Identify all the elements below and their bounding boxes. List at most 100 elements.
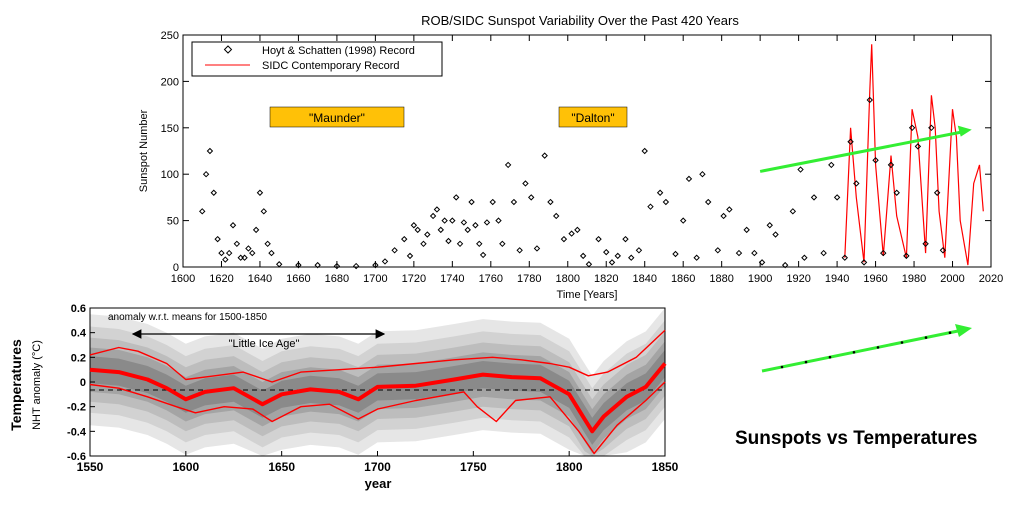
side-arrow-shaft (761, 329, 959, 373)
y-tick-label: 100 (161, 169, 179, 181)
temperature-y-axis-sublabel: NHT anomaly (°C) (31, 340, 43, 430)
sunspot-x-axis-label: Time [Years] (557, 289, 618, 301)
temperature-trend-arrow (761, 324, 972, 373)
y-tick-label: 0.2 (71, 352, 86, 364)
x-tick-label: 1860 (671, 273, 695, 285)
sunspot-point (464, 226, 471, 234)
sunspot-point (704, 198, 712, 206)
sunspot-point (672, 250, 679, 258)
temperature-series (89, 329, 667, 455)
sunspot-point (720, 212, 727, 220)
x-tick-label: 1600 (171, 273, 195, 285)
side-arrow-tick (852, 351, 856, 354)
sunspot-point (679, 217, 687, 224)
y-tick-label: -0.6 (67, 451, 86, 463)
x-tick-label: 1650 (268, 460, 295, 474)
sunspot-point (468, 198, 475, 206)
sunspot-point (743, 226, 750, 234)
sunspot-point (199, 208, 206, 215)
sunspot-point (206, 147, 214, 155)
sunspot-point (495, 217, 502, 224)
sunspot-point (685, 175, 693, 183)
sunspot-point (260, 208, 268, 215)
sunspot-point (922, 240, 929, 248)
sunspot-trend-arrow (759, 125, 972, 173)
sunspot-point (472, 222, 479, 229)
y-tick-label: 0 (173, 262, 179, 274)
sunspot-point (252, 226, 260, 234)
sunspot-point (222, 256, 229, 263)
sunspot-point (595, 235, 602, 243)
sunspot-point (751, 249, 758, 257)
side-arrow-tick (924, 336, 928, 339)
sunspot-point (887, 161, 895, 169)
sunspot-point (241, 254, 248, 261)
sunspot-point (406, 252, 414, 260)
sunspot-point (726, 206, 733, 213)
x-tick-label: 1850 (652, 460, 679, 474)
sunspot-point (414, 226, 421, 234)
temperature-bound-line (89, 381, 666, 455)
sunspot-point (456, 240, 464, 248)
sunspot-point (662, 198, 670, 206)
sunspot-point (528, 194, 535, 201)
x-tick-label: 1680 (325, 273, 349, 285)
sunspot-point (460, 219, 468, 226)
uncertainty-band (90, 349, 665, 445)
sunspot-point (797, 166, 804, 173)
side-arrow-tick (828, 355, 832, 359)
y-tick-label: 0.4 (71, 328, 87, 340)
legend-label-sidc: SIDC Contemporary Record (262, 60, 400, 72)
x-tick-label: 1800 (556, 273, 580, 285)
sunspot-point (476, 240, 483, 248)
maunder-label: "Maunder" (269, 106, 405, 128)
sunspot-point (516, 247, 523, 254)
side-arrow-head (955, 324, 972, 337)
sunspot-x-axis: 1600 1620 1640 1660 1680 1700 1720 1740 1760 1780… (171, 35, 1003, 285)
sunspot-point (758, 259, 766, 266)
maunder-text: "Maunder" (309, 111, 365, 125)
sunspot-point (218, 249, 225, 257)
sunspot-point (699, 170, 706, 178)
x-tick-label: 1820 (594, 273, 618, 285)
sunspot-point (693, 254, 700, 261)
x-tick-label: 2000 (940, 273, 964, 285)
side-arrow-tick (804, 360, 808, 364)
sunspot-point (614, 252, 621, 260)
sunspot-chart: ROB/SIDC Sunspot Variability Over the Pa… (138, 13, 1003, 301)
sunspot-point (781, 261, 789, 269)
sunspot-point (445, 237, 452, 245)
little-ice-age-label: "Little Ice Age" (229, 338, 300, 350)
sunspot-point (452, 194, 460, 201)
sunspot-point (256, 189, 264, 196)
x-tick-label: 2020 (979, 273, 1003, 285)
sunspot-point (401, 235, 408, 243)
sunspot-point (264, 240, 271, 248)
sunspot-point (410, 222, 418, 229)
x-tick-label: 1720 (402, 273, 426, 285)
sidc-record-series (844, 44, 984, 266)
sunspot-point (275, 261, 283, 268)
sunspot-point (772, 231, 779, 238)
x-tick-label: 1960 (863, 273, 887, 285)
sunspot-plot-frame (182, 34, 992, 268)
y-tick-label: 50 (167, 216, 179, 228)
temperature-uncertainty-bands (90, 308, 665, 456)
x-tick-label: 1980 (902, 273, 926, 285)
x-tick-label: 1900 (748, 273, 772, 285)
sunspot-point (908, 124, 916, 132)
sunspot-point (641, 147, 648, 155)
sunspot-point (553, 212, 560, 220)
temperature-chart-title: anomaly w.r.t. means for 1500-1850 (108, 312, 267, 323)
temperature-y-axis-label: Temperatures (8, 339, 24, 431)
sunspot-point (214, 235, 221, 243)
sunspot-point (449, 217, 456, 224)
y-tick-label: -0.2 (67, 402, 86, 414)
sunspot-point (510, 198, 518, 206)
sunspot-point (585, 261, 593, 268)
sunspot-point (295, 261, 302, 269)
sunspot-point (608, 259, 616, 266)
x-tick-label: 1740 (440, 273, 464, 285)
sunspot-point (872, 157, 879, 164)
